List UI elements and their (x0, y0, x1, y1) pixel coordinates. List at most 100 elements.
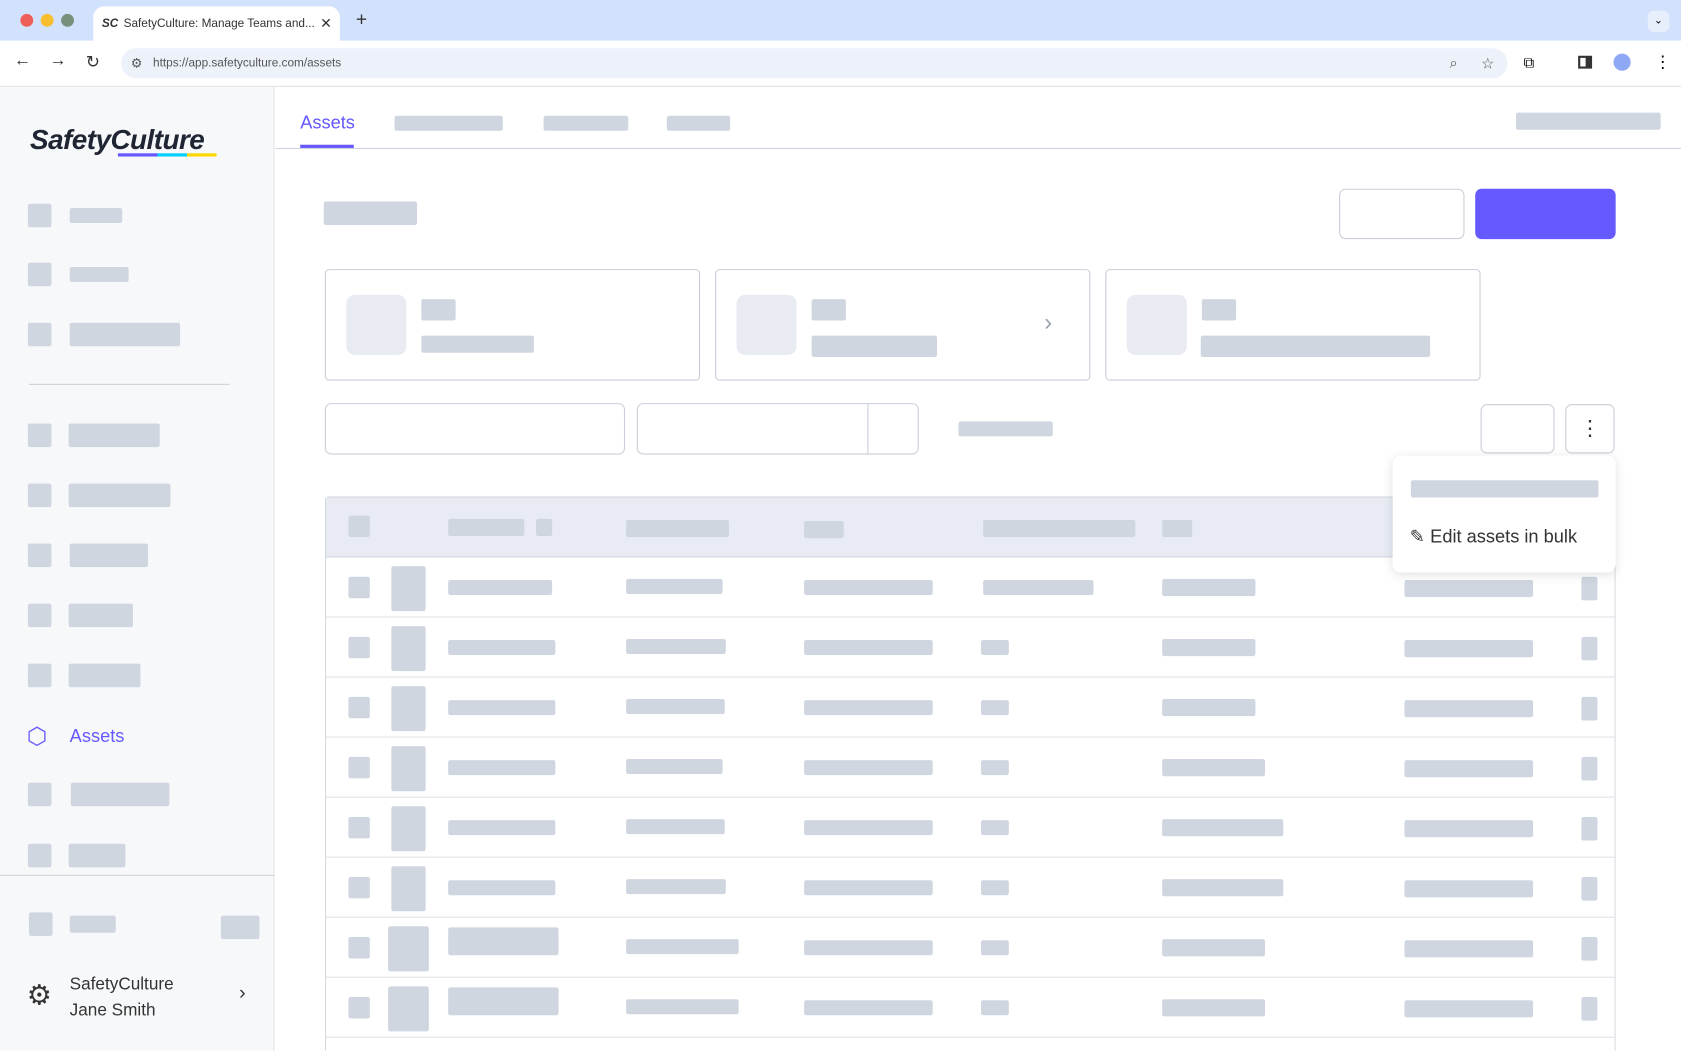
nav-item[interactable] (69, 543, 148, 568)
table-row[interactable] (325, 798, 1615, 858)
skeleton-cell (1581, 816, 1598, 841)
column-header[interactable] (983, 519, 1136, 538)
extensions-icon[interactable]: ⧉ (1523, 53, 1535, 71)
nav-item[interactable] (68, 663, 141, 688)
tab[interactable] (543, 115, 629, 131)
chevron-right-icon[interactable]: › (239, 982, 246, 1004)
summary-card[interactable] (1105, 269, 1481, 381)
reload-icon[interactable]: ↻ (85, 53, 101, 72)
bookmark-star-icon[interactable]: ☆ (1481, 54, 1495, 72)
forward-icon[interactable]: → (49, 51, 67, 70)
nav-icon[interactable] (27, 843, 52, 868)
nav-item[interactable] (69, 322, 181, 347)
skeleton-cell (1162, 578, 1256, 597)
nav-item[interactable] (68, 483, 171, 508)
skeleton-cell (626, 819, 725, 835)
table-row[interactable] (325, 557, 1615, 618)
table-row[interactable] (325, 918, 1615, 978)
skeleton-cell (348, 937, 370, 959)
site-settings-icon[interactable]: ⚙ (130, 55, 143, 71)
close-tab-icon[interactable]: ✕ (320, 15, 332, 32)
card-icon (346, 294, 407, 355)
profile-avatar[interactable] (1613, 53, 1631, 71)
table-row[interactable] (325, 678, 1615, 738)
new-tab-button[interactable]: + (355, 8, 368, 31)
select-all-checkbox[interactable] (348, 515, 370, 538)
skeleton-cell (348, 696, 370, 719)
sort-icon[interactable] (536, 518, 553, 537)
nav-icon[interactable] (27, 603, 52, 628)
account-menu[interactable]: SafetyCulture Jane Smith (70, 972, 174, 1023)
nav-item[interactable] (69, 207, 123, 223)
filter-link[interactable] (958, 421, 1053, 437)
nav-icon[interactable] (27, 483, 52, 508)
nav-icon[interactable] (27, 543, 52, 568)
table-row[interactable] (325, 978, 1615, 1038)
address-bar[interactable]: ⚙ https://app.safetyculture.com/assets ⌕… (121, 48, 1508, 79)
active-tab-indicator (300, 144, 354, 148)
filter-select[interactable] (636, 403, 919, 455)
browser-tab[interactable]: SC SafetyCulture: Manage Teams and... ✕ (93, 6, 340, 41)
nav-icon[interactable] (27, 203, 52, 228)
nav-item[interactable] (69, 915, 116, 933)
table-row[interactable] (325, 858, 1615, 918)
skeleton-cell (1162, 638, 1256, 657)
tab-assets[interactable]: Assets (300, 112, 355, 133)
skeleton-cell (1404, 760, 1534, 778)
table-row[interactable] (325, 618, 1615, 678)
minimize-window-button[interactable] (40, 13, 54, 27)
skeleton-cell (1404, 1000, 1534, 1018)
sidebar-item-assets[interactable]: Assets (69, 725, 125, 747)
tab[interactable] (666, 115, 731, 131)
nav-icon[interactable] (27, 663, 52, 688)
nav-item[interactable] (69, 266, 129, 282)
edit-bulk-label: Edit assets in bulk (1430, 526, 1578, 547)
view-button[interactable] (1480, 404, 1555, 454)
nav-icon[interactable] (27, 782, 52, 807)
more-options-button[interactable]: ⋮ (1565, 404, 1615, 454)
column-header[interactable] (626, 519, 730, 538)
summary-card[interactable]: › (715, 269, 1091, 381)
menu-item-edit-bulk[interactable]: ✎ Edit assets in bulk (1410, 526, 1577, 547)
column-header[interactable] (1162, 519, 1193, 538)
side-panel-icon[interactable] (1578, 55, 1593, 69)
favicon: SC (101, 17, 119, 31)
tab-divider (275, 147, 1681, 150)
zoom-icon[interactable]: ⌕ (1449, 54, 1458, 71)
skeleton-cell (1581, 636, 1598, 661)
search-input[interactable] (324, 403, 626, 455)
card-label (811, 335, 938, 358)
assets-cube-icon: ⬡ (26, 722, 48, 750)
close-window-button[interactable] (20, 13, 34, 27)
column-header[interactable] (448, 518, 525, 537)
table-row[interactable] (325, 738, 1615, 798)
nav-icon[interactable] (27, 322, 52, 347)
org-name: SafetyCulture (69, 975, 174, 994)
user-name: Jane Smith (69, 1001, 156, 1020)
browser-menu-icon[interactable]: ⋮ (1654, 53, 1672, 72)
skeleton-cell (1162, 999, 1266, 1017)
nav-icon[interactable] (28, 912, 53, 936)
skeleton-cell (391, 626, 426, 672)
nav-item[interactable] (68, 843, 126, 868)
skeleton-cell (448, 580, 553, 596)
back-icon[interactable]: ← (13, 51, 32, 70)
secondary-button[interactable] (1339, 188, 1465, 240)
header-link[interactable] (1515, 112, 1661, 130)
menu-item[interactable] (1410, 480, 1599, 498)
nav-icon[interactable] (27, 262, 52, 287)
maximize-window-button[interactable] (61, 13, 74, 27)
tab[interactable] (394, 115, 503, 131)
nav-item[interactable] (68, 603, 133, 628)
tab-search-icon[interactable]: ⌄ (1647, 10, 1670, 33)
pencil-icon: ✎ (1409, 526, 1426, 547)
primary-button[interactable] (1475, 188, 1616, 240)
summary-card[interactable] (324, 269, 701, 381)
column-header[interactable] (804, 521, 844, 539)
skeleton-cell (1162, 699, 1256, 717)
nav-item[interactable] (68, 423, 160, 448)
nav-icon[interactable] (27, 423, 52, 448)
skeleton-cell (1162, 759, 1266, 777)
skeleton-cell (391, 566, 426, 612)
nav-item[interactable] (70, 782, 170, 807)
